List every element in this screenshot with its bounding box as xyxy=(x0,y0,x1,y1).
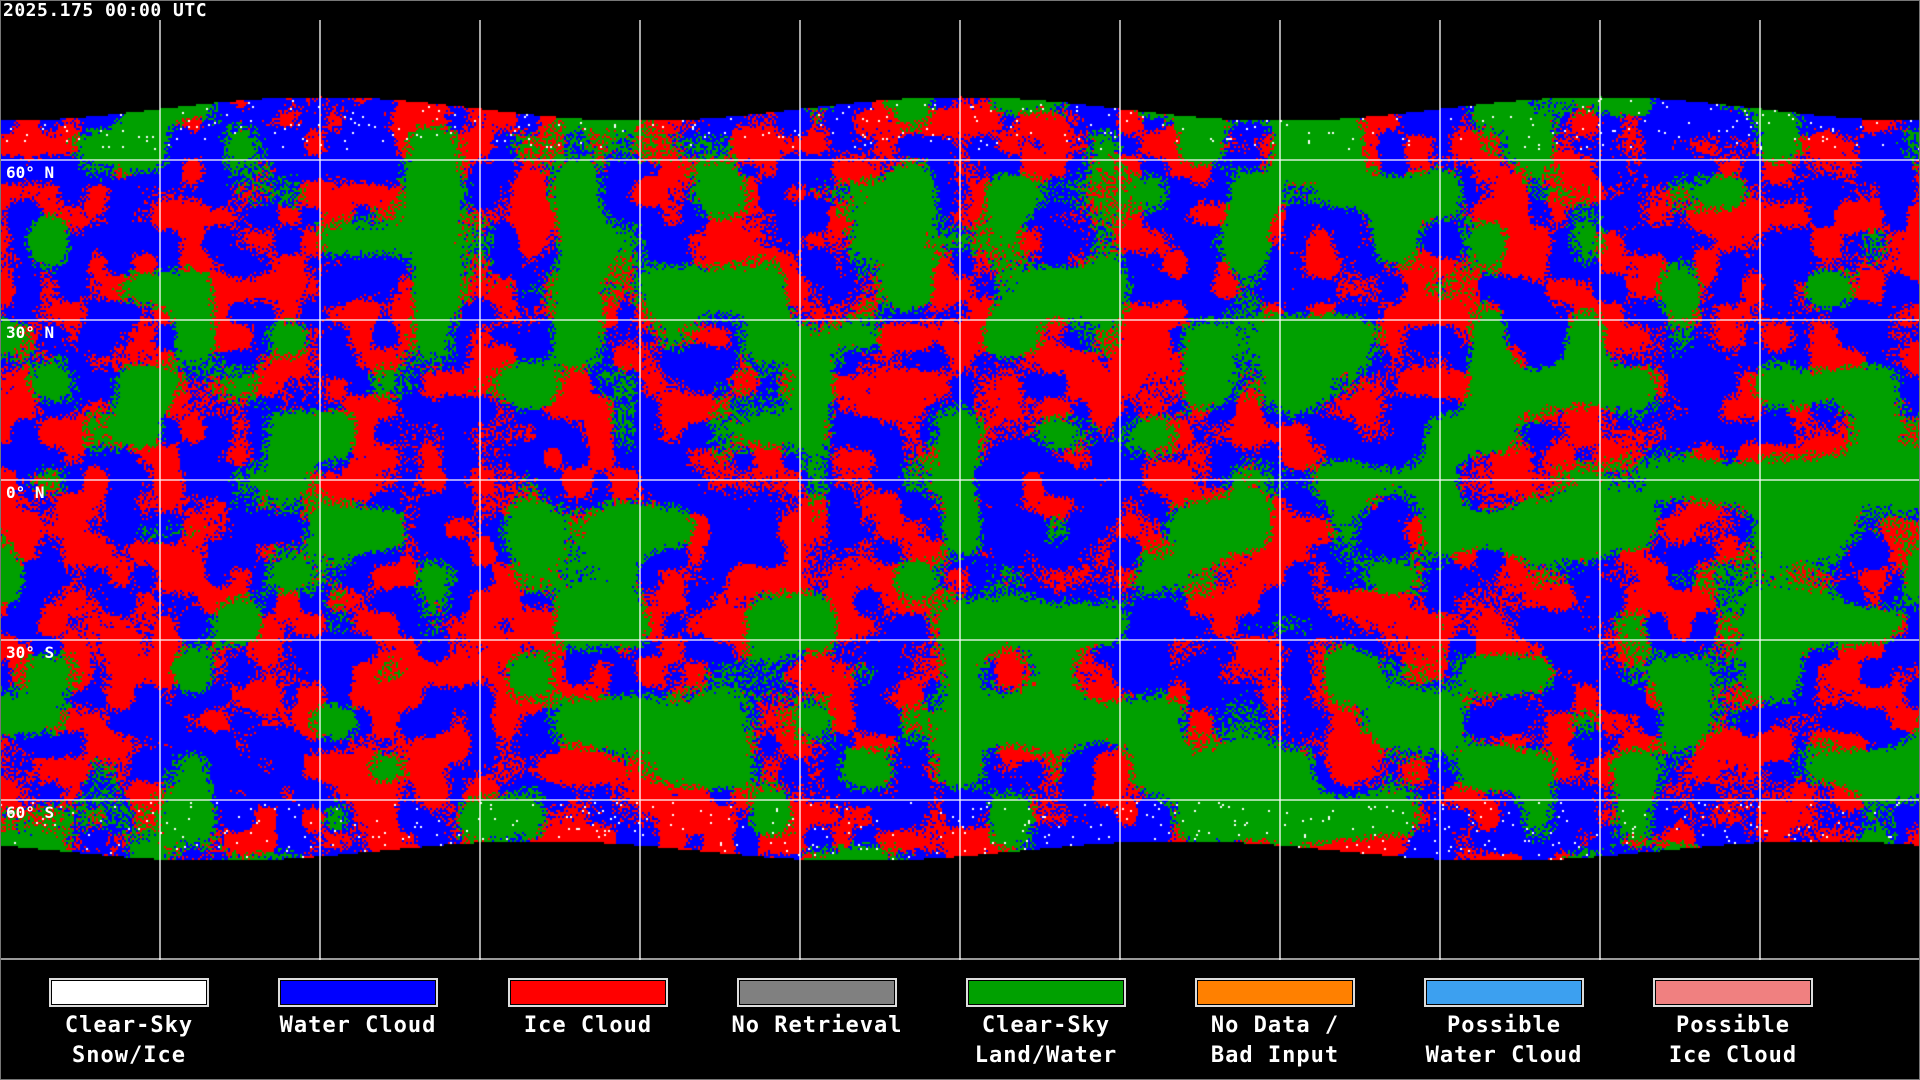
legend-swatch xyxy=(1653,978,1813,1007)
lat-label-30n: 30° N xyxy=(6,323,55,342)
legend-item-possible-ice-cloud: Possible Ice Cloud xyxy=(1618,978,1848,1071)
lat-lon-grid xyxy=(0,20,1920,960)
lat-label-0n: 0° N xyxy=(6,483,45,502)
legend-item-no-retrieval: No Retrieval xyxy=(702,978,932,1041)
legend-swatch xyxy=(737,978,897,1007)
lat-label-60s: 60° S xyxy=(6,803,55,822)
legend-label: Water Cloud xyxy=(279,1013,437,1038)
legend-item-clear-sky-snow-ice: Clear-Sky Snow/Ice xyxy=(14,978,244,1071)
legend-label: No Data / Bad Input xyxy=(1210,1013,1340,1068)
legend-swatch xyxy=(966,978,1126,1007)
legend-item-possible-water-cloud: Possible Water Cloud xyxy=(1389,978,1619,1071)
lat-label-60n: 60° N xyxy=(6,163,55,182)
lat-label-30s: 30° S xyxy=(6,643,55,662)
legend-item-water-cloud: Water Cloud xyxy=(243,978,473,1041)
legend-item-ice-cloud: Ice Cloud xyxy=(473,978,703,1041)
cloud-phase-map: 2025.175 00:00 UTC 60° N 30° N 0° N 30° … xyxy=(0,0,1920,960)
legend-swatch xyxy=(278,978,438,1007)
legend-label: Clear-Sky Snow/Ice xyxy=(64,1013,194,1068)
legend-swatch xyxy=(508,978,668,1007)
legend-item-clear-sky-land-water: Clear-Sky Land/Water xyxy=(931,978,1161,1071)
legend-swatch xyxy=(1424,978,1584,1007)
legend-label: Possible Water Cloud xyxy=(1425,1013,1583,1068)
legend-swatch xyxy=(1195,978,1355,1007)
legend-label: No Retrieval xyxy=(731,1013,903,1038)
legend-item-no-data: No Data / Bad Input xyxy=(1160,978,1390,1071)
timestamp-title: 2025.175 00:00 UTC xyxy=(3,0,208,21)
legend-label: Ice Cloud xyxy=(523,1013,653,1038)
legend-swatch xyxy=(49,978,209,1007)
legend-label: Possible Ice Cloud xyxy=(1668,1013,1798,1068)
legend-label: Clear-Sky Land/Water xyxy=(974,1013,1118,1068)
